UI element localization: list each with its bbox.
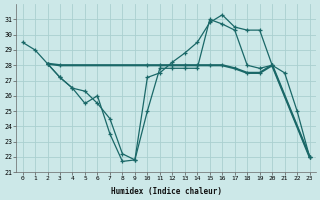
X-axis label: Humidex (Indice chaleur): Humidex (Indice chaleur) [111,187,221,196]
